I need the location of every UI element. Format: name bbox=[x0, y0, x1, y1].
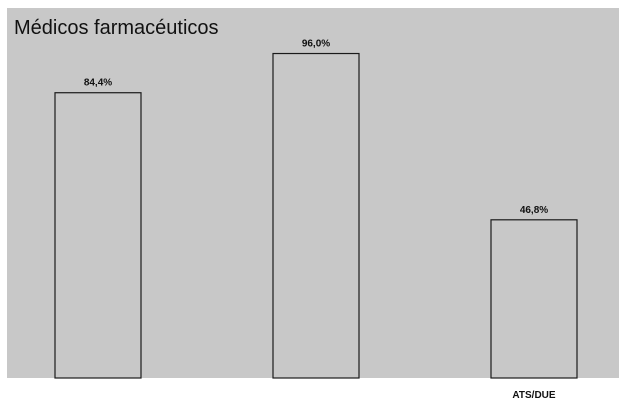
bar-2 bbox=[490, 219, 578, 379]
value-label-2: 46,8% bbox=[520, 205, 548, 216]
value-label-1: 96,0% bbox=[302, 39, 330, 50]
value-label-0: 84,4% bbox=[84, 78, 112, 89]
bar-0 bbox=[54, 92, 142, 379]
chart-title: Médicos farmacéuticos bbox=[14, 17, 219, 39]
bar-1 bbox=[272, 52, 360, 379]
category-label-2: ATS/DUE bbox=[512, 390, 555, 401]
